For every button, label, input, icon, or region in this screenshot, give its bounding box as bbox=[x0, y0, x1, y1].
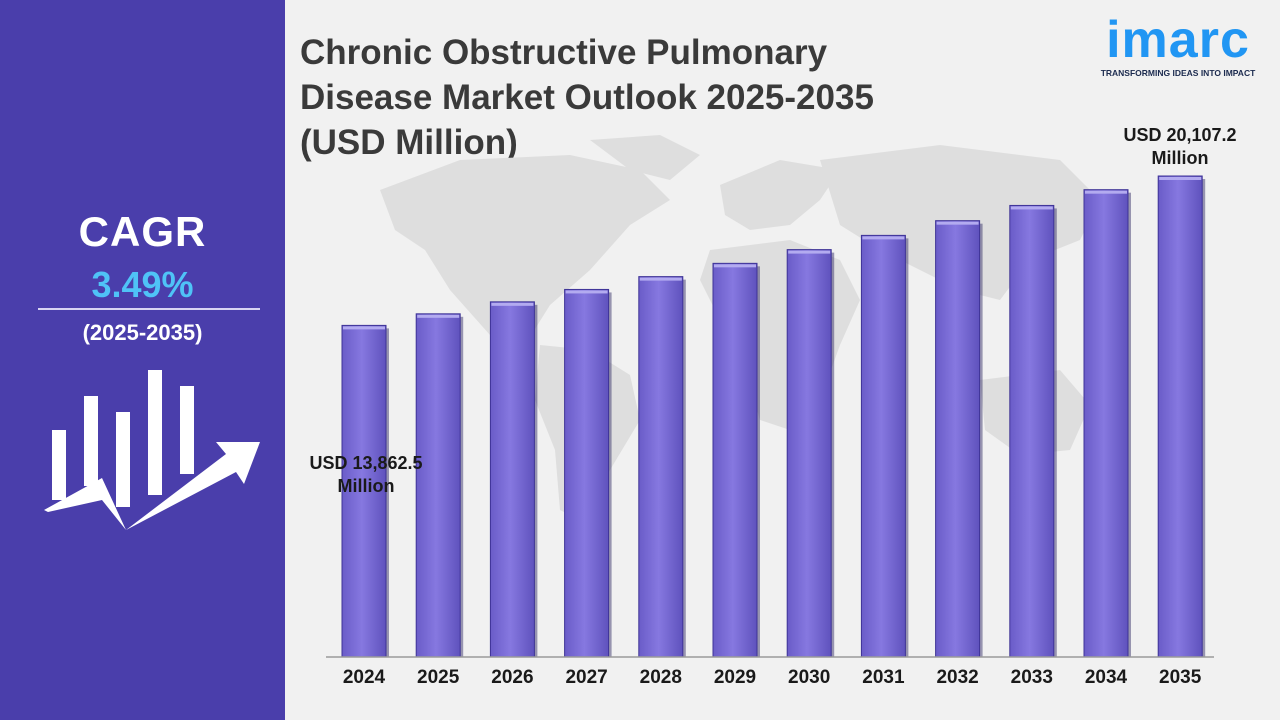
x-tick-label-2025: 2025 bbox=[417, 667, 460, 688]
bar-highlight-2035 bbox=[1159, 177, 1202, 180]
title-line-1: Chronic Obstructive Pulmonary bbox=[300, 33, 828, 72]
bar-2024 bbox=[341, 324, 387, 658]
bar-highlight-2027 bbox=[565, 290, 608, 294]
bar-highlight-2025 bbox=[417, 314, 460, 318]
x-tick-label-2034: 2034 bbox=[1085, 667, 1128, 688]
title-line-2: Disease Market Outlook 2025-2035 bbox=[300, 78, 874, 117]
bar-2026 bbox=[489, 301, 535, 658]
cagr-sidebar: CAGR 3.49% (2025-2035) bbox=[0, 0, 285, 720]
x-tick-label-2028: 2028 bbox=[640, 667, 682, 688]
x-tick-label-2024: 2024 bbox=[343, 667, 386, 688]
bar-2025 bbox=[415, 313, 461, 658]
x-tick-label-2033: 2033 bbox=[1011, 667, 1053, 688]
title-line-3: (USD Million) bbox=[300, 123, 518, 162]
bar-highlight-2032 bbox=[936, 221, 979, 225]
x-tick-label-2032: 2032 bbox=[936, 667, 978, 688]
chart-title: Chronic Obstructive Pulmonary Disease Ma… bbox=[300, 30, 940, 165]
x-tick-label-2031: 2031 bbox=[862, 667, 905, 688]
bar-highlight-2026 bbox=[491, 302, 534, 306]
imarc-logo: imarc TRANSFORMING IDEAS INTO IMPACT bbox=[1092, 12, 1264, 78]
cagr-divider bbox=[38, 308, 260, 310]
end-value-line-2: Million bbox=[1151, 148, 1209, 168]
cagr-period: (2025-2035) bbox=[82, 320, 203, 345]
bar-2028 bbox=[638, 276, 684, 658]
bar-highlight-2028 bbox=[639, 277, 682, 281]
logo-wordmark: imarc bbox=[1106, 11, 1250, 69]
x-tick-label-2035: 2035 bbox=[1159, 667, 1202, 688]
end-value-annotation: USD 20,107.2 Million bbox=[1110, 124, 1250, 170]
bar-2035 bbox=[1157, 175, 1203, 658]
start-value-line-2: Million bbox=[337, 476, 395, 496]
bar-highlight-2030 bbox=[788, 250, 831, 254]
bar-2030 bbox=[786, 249, 832, 658]
x-tick-label-2026: 2026 bbox=[491, 667, 533, 688]
cagr-label: CAGR bbox=[78, 208, 207, 255]
growth-chart-arrow-icon bbox=[44, 370, 260, 530]
bar-2031 bbox=[860, 234, 906, 658]
x-tick-label-2030: 2030 bbox=[788, 667, 830, 688]
bar-2034 bbox=[1083, 189, 1129, 658]
bar-highlight-2029 bbox=[714, 264, 756, 268]
bar-highlight-2024 bbox=[343, 326, 385, 330]
bar-highlight-2031 bbox=[862, 236, 905, 240]
x-tick-label-2027: 2027 bbox=[565, 667, 607, 688]
bar-2029 bbox=[712, 262, 758, 658]
bar-highlight-2033 bbox=[1010, 206, 1053, 210]
bar-2033 bbox=[1009, 204, 1055, 658]
logo-tagline: TRANSFORMING IDEAS INTO IMPACT bbox=[1100, 68, 1256, 78]
start-value-annotation: USD 13,862.5 Million bbox=[300, 452, 432, 498]
cagr-value: 3.49% bbox=[91, 264, 194, 305]
bar-2032 bbox=[935, 220, 981, 658]
end-value-line-1: USD 20,107.2 bbox=[1123, 125, 1237, 145]
bar-2027 bbox=[564, 288, 610, 658]
bar-highlight-2034 bbox=[1085, 190, 1127, 194]
x-tick-label-2029: 2029 bbox=[714, 667, 756, 688]
start-value-line-1: USD 13,862.5 bbox=[309, 453, 423, 473]
